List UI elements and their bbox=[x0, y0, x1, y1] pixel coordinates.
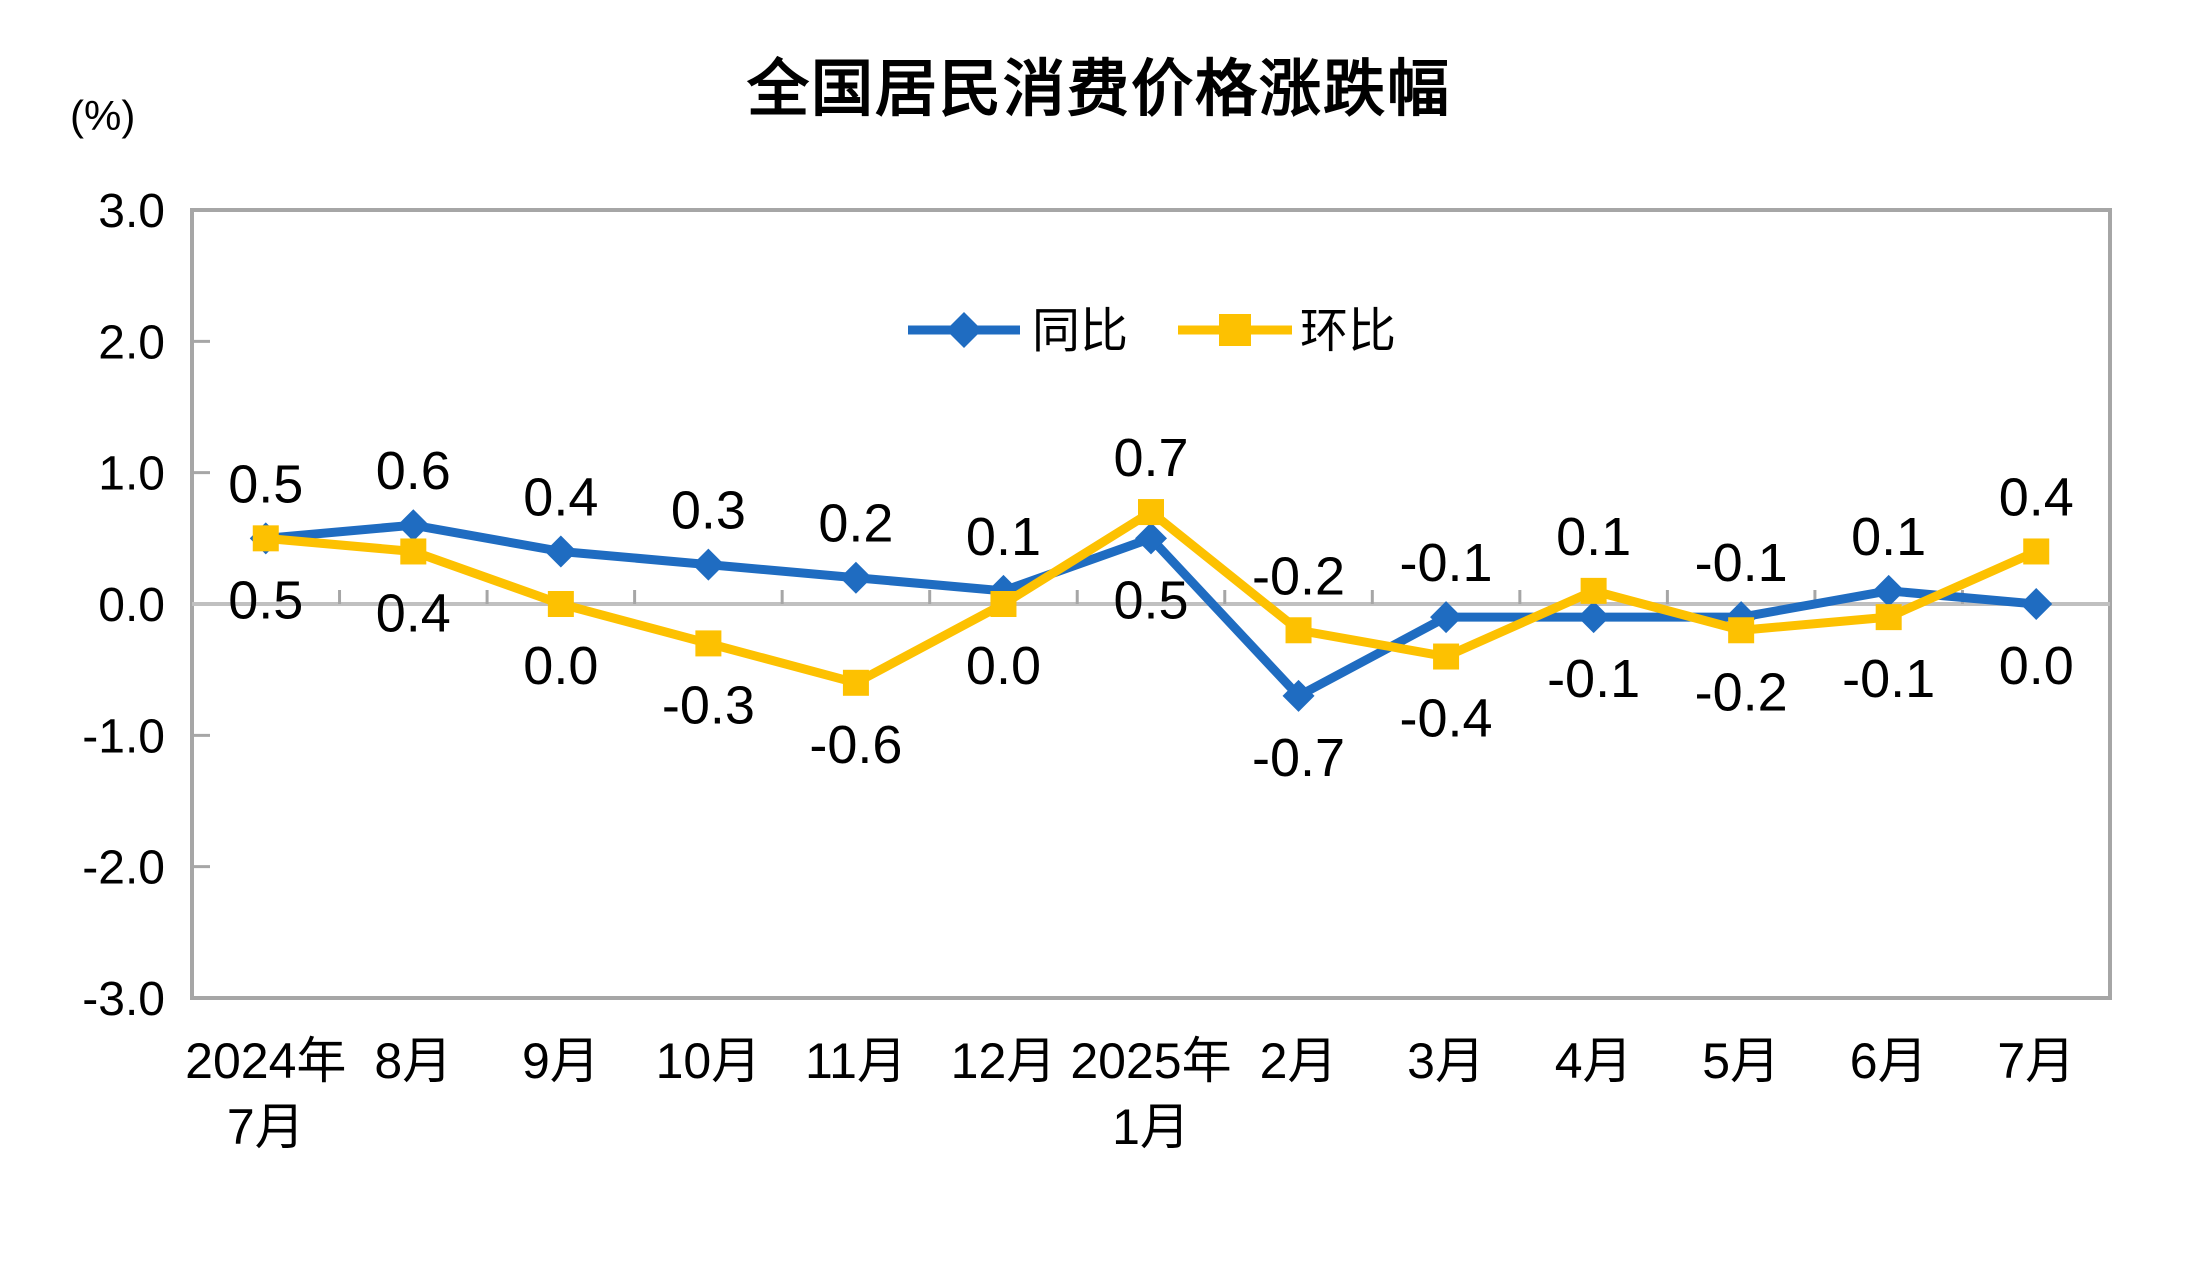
data-label-below: -0.1 bbox=[1842, 649, 1935, 709]
legend-item-yoy: 同比 bbox=[908, 305, 1128, 358]
y-tick-label: 1.0 bbox=[98, 448, 165, 501]
legend: 同比 环比 bbox=[908, 305, 1396, 358]
data-label-below: 0.0 bbox=[966, 636, 1041, 696]
data-point-marker-diamond bbox=[1135, 522, 1167, 555]
data-point-marker-square bbox=[2023, 538, 2050, 565]
data-label-above: 0.7 bbox=[1113, 428, 1188, 488]
y-axis-unit-label: (%) bbox=[70, 92, 136, 139]
data-label-above: 0.1 bbox=[1556, 507, 1631, 567]
plot-frame-layer: 3.0 2.0 1.0 0.0 -1.0 -2.0 -3.0 2024年 7月 8月 9月 10月 11… bbox=[82, 185, 2112, 1155]
data-label-above: 0.4 bbox=[523, 467, 598, 527]
data-point-marker-square bbox=[990, 591, 1017, 617]
data-label-below: 0.0 bbox=[1999, 636, 2074, 696]
legend-label-yoy: 同比 bbox=[1032, 305, 1128, 358]
data-label-above: 0.4 bbox=[1999, 467, 2074, 527]
data-label-below: 0.0 bbox=[523, 636, 598, 696]
data-label-above: 0.1 bbox=[966, 507, 1041, 567]
data-label-above: 0.1 bbox=[1851, 507, 1926, 567]
data-point-marker-square bbox=[1875, 604, 1902, 631]
x-tick-label: 2024年 bbox=[185, 1033, 346, 1089]
data-label-above: -0.2 bbox=[1252, 546, 1345, 606]
legend-square-marker-icon bbox=[1219, 314, 1251, 346]
data-point-marker-diamond bbox=[2020, 588, 2053, 620]
series-layer bbox=[249, 499, 2053, 712]
x-tick-label: 1月 bbox=[1112, 1099, 1190, 1155]
data-label-below: -0.3 bbox=[662, 675, 755, 735]
x-tick-label: 2月 bbox=[1260, 1033, 1338, 1089]
x-tick-label: 9月 bbox=[522, 1033, 600, 1089]
data-point-marker-square bbox=[1285, 617, 1312, 644]
x-tick-label: 11月 bbox=[805, 1033, 907, 1089]
data-label-below: 0.5 bbox=[1113, 570, 1188, 630]
data-point-marker-square bbox=[1433, 643, 1460, 670]
data-point-marker-square bbox=[400, 538, 427, 565]
x-tick-label: 8月 bbox=[374, 1033, 452, 1089]
data-label-below: 0.4 bbox=[376, 583, 451, 643]
x-tick-label: 2025年 bbox=[1070, 1033, 1231, 1089]
data-point-marker-square bbox=[842, 669, 869, 696]
x-tick-label: 5月 bbox=[1702, 1033, 1780, 1089]
data-label-below: -0.2 bbox=[1695, 662, 1788, 722]
data-label-above: -0.1 bbox=[1400, 533, 1493, 593]
data-point-marker-square bbox=[695, 630, 722, 657]
data-point-marker-diamond bbox=[1430, 601, 1463, 634]
data-label-layer: 0.5 0.5 0.6 0.4 0.4 0.0 0.3 -0.3 0.2 -0.6 0.1 0.0 0.… bbox=[228, 428, 2074, 788]
data-label-above: 0.5 bbox=[228, 454, 303, 514]
data-point-marker-diamond bbox=[544, 535, 577, 568]
data-label-below: 0.5 bbox=[228, 570, 303, 630]
data-label-above: -0.1 bbox=[1695, 533, 1788, 593]
data-point-marker-diamond bbox=[1282, 679, 1315, 712]
data-point-marker-square bbox=[1728, 617, 1755, 644]
chart-title: 全国居民消费价格涨跌幅 bbox=[746, 55, 1451, 124]
data-point-marker-diamond bbox=[1872, 574, 1905, 607]
legend-label-mom: 环比 bbox=[1300, 305, 1396, 358]
data-label-above: 0.3 bbox=[671, 481, 746, 541]
y-tick-label: 3.0 bbox=[98, 185, 165, 238]
y-tick-label: 0.0 bbox=[98, 579, 165, 632]
data-label-above: 0.2 bbox=[818, 494, 893, 554]
data-point-marker-diamond bbox=[692, 548, 725, 581]
x-tick-label: 4月 bbox=[1555, 1033, 1633, 1089]
data-point-marker-diamond bbox=[1577, 601, 1610, 634]
y-tick-label: -3.0 bbox=[82, 973, 165, 1026]
x-tick-label: 10月 bbox=[656, 1033, 762, 1089]
data-point-marker-diamond bbox=[397, 509, 430, 542]
x-tick-label: 12月 bbox=[951, 1033, 1057, 1089]
x-tick-label: 3月 bbox=[1407, 1033, 1485, 1089]
x-tick-label: 7月 bbox=[1997, 1033, 2075, 1089]
data-point-marker-square bbox=[547, 591, 574, 617]
data-label-above: 0.6 bbox=[376, 441, 451, 501]
y-tick-label: -1.0 bbox=[82, 710, 165, 763]
data-label-below: -0.4 bbox=[1400, 689, 1493, 749]
data-point-marker-diamond bbox=[839, 561, 872, 594]
data-point-marker-square bbox=[1580, 577, 1607, 604]
y-tick-label: -2.0 bbox=[82, 842, 165, 895]
data-label-below: -0.7 bbox=[1252, 728, 1345, 788]
data-point-marker-square bbox=[252, 525, 279, 552]
data-point-marker-square bbox=[1138, 499, 1164, 526]
legend-diamond-marker-icon bbox=[946, 312, 982, 348]
x-tick-label: 6月 bbox=[1850, 1033, 1928, 1089]
legend-item-mom: 环比 bbox=[1178, 305, 1396, 358]
data-label-below: -0.1 bbox=[1547, 649, 1640, 709]
data-label-below: -0.6 bbox=[809, 715, 902, 775]
y-tick-label: 2.0 bbox=[98, 316, 165, 369]
x-tick-label: 7月 bbox=[227, 1099, 305, 1155]
